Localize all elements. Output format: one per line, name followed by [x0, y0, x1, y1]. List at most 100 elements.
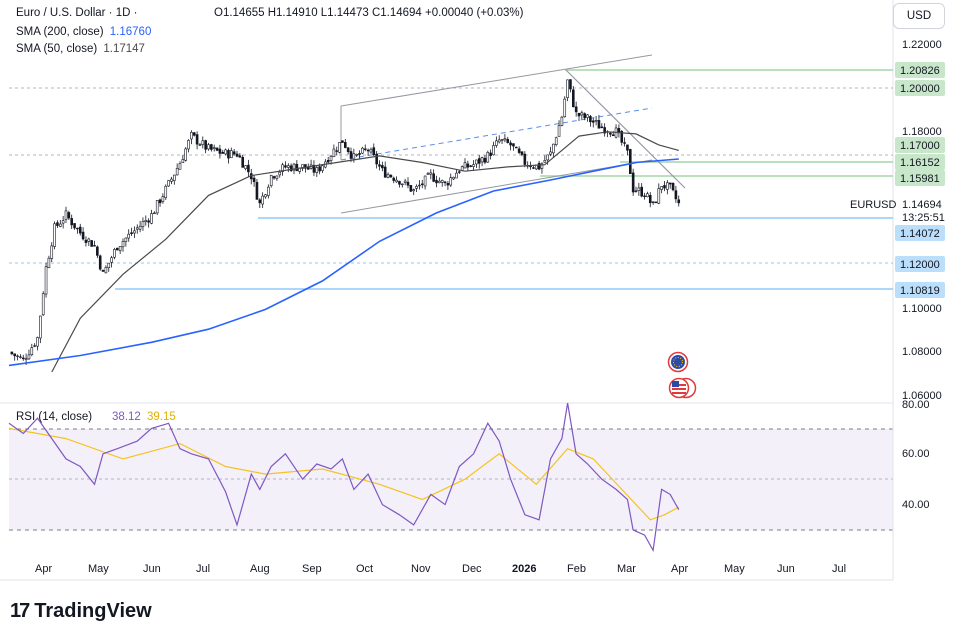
candle-body [469, 165, 473, 167]
candle-body [366, 149, 370, 152]
candle-body [517, 148, 521, 153]
channel-lower-line[interactable] [340, 159, 653, 214]
candle-body [187, 140, 190, 150]
sma-50-label: SMA (50, close) [16, 43, 98, 55]
time-tick-nov: Nov [411, 563, 431, 575]
candlestick-series [10, 79, 681, 366]
sma-200-legend[interactable]: SMA (200, close) 1.16760 [16, 26, 151, 38]
candle-body [275, 175, 279, 179]
candle-body [272, 176, 276, 179]
candle-body [403, 180, 407, 183]
us-event-marker[interactable] [668, 377, 697, 399]
candle-body [398, 180, 401, 185]
candle-body [76, 227, 79, 230]
candle-body [580, 112, 584, 116]
level-label-1-20826: 1.20826 [900, 65, 940, 77]
candle-body [58, 223, 62, 227]
candle-body [16, 355, 19, 358]
candle-body [540, 163, 544, 169]
candle-body [440, 180, 444, 183]
symbol-legend[interactable]: Euro / U.S. Dollar · 1D · [16, 7, 137, 19]
time-tick-apr: Apr [35, 563, 52, 575]
candle-body [98, 255, 102, 270]
candle-body [560, 116, 564, 126]
price-tick-1-22000: 1.22000 [902, 39, 942, 51]
candle-body [343, 142, 347, 148]
rsi-ma-value: 39.15 [147, 411, 176, 423]
candle-body [594, 120, 598, 122]
sma-50-line [51, 131, 679, 373]
sma-50-legend[interactable]: SMA (50, close) 1.17147 [16, 43, 145, 55]
candle-body [668, 182, 672, 185]
rsi-tick-80: 80.00 [902, 399, 930, 411]
time-tick-feb: Feb [567, 563, 586, 575]
candle-body [241, 156, 244, 168]
candle-body [44, 266, 48, 295]
candle-body [141, 221, 145, 227]
candle-body [235, 153, 239, 157]
candle-body [386, 174, 390, 178]
candle-body [84, 239, 88, 243]
symbol-title[interactable]: Euro / U.S. Dollar · 1D · [16, 7, 138, 19]
candle-body [552, 143, 555, 154]
candle-body [400, 183, 404, 186]
candle-body [190, 132, 193, 140]
candle-body [623, 142, 626, 144]
candle-body [583, 113, 587, 119]
time-tick-may: May [88, 563, 109, 575]
candle-body [577, 112, 581, 117]
candle-body [47, 257, 51, 268]
channel-mid-line[interactable] [340, 107, 653, 161]
candle-body [438, 180, 441, 184]
candle-body [127, 233, 130, 239]
candle-body [150, 213, 153, 224]
candle-body [135, 227, 139, 230]
eu-event-marker[interactable] [667, 351, 689, 373]
candle-body [78, 226, 82, 234]
level-price-labels: 1.20826 1.20000 1.17000 1.16152 1.15981 … [895, 62, 945, 298]
candle-body [167, 180, 170, 187]
candle-body [27, 354, 31, 360]
candle-body [238, 155, 242, 158]
candle-body [375, 153, 378, 165]
candle-body [472, 164, 475, 167]
candle-body [432, 173, 435, 182]
candle-body [124, 237, 128, 242]
symbol-price-label: EURUSD [850, 199, 897, 211]
descending-trendline[interactable] [565, 69, 686, 189]
candle-body [210, 144, 213, 150]
currency-button[interactable]: USD [893, 3, 945, 29]
candle-body [549, 151, 552, 155]
candle-body [426, 173, 430, 175]
candle-body [648, 195, 652, 204]
candle-body [286, 165, 290, 168]
tradingview-logo[interactable]: 17 TradingView [10, 600, 152, 623]
candle-body [406, 181, 410, 186]
candle-body [96, 246, 99, 256]
candle-body [563, 98, 567, 118]
price-axis[interactable]: 1.22000 1.18000 1.10000 1.08000 1.06000 [902, 39, 942, 402]
time-tick-jun: Jun [143, 563, 161, 575]
candle-body [244, 165, 247, 170]
rsi-tick-40: 40.00 [902, 499, 930, 511]
rsi-axis[interactable]: 80.00 60.00 40.00 [902, 399, 930, 511]
rsi-legend[interactable]: RSI (14, close) 38.12 39.15 [16, 411, 176, 423]
candle-body [452, 176, 455, 180]
candle-body [118, 246, 122, 251]
candle-body [73, 223, 76, 229]
sma-200-label: SMA (200, close) [16, 26, 104, 38]
candle-body [133, 230, 136, 234]
candle-body [158, 199, 162, 204]
candle-body [184, 148, 187, 161]
candle-body [227, 150, 230, 159]
candle-body [329, 155, 333, 161]
candle-body [138, 225, 142, 230]
candle-body [292, 163, 296, 171]
channel-upper-line[interactable] [340, 54, 653, 107]
candle-body [506, 139, 510, 143]
time-tick-oct: Oct [356, 563, 373, 575]
time-axis[interactable]: Apr May Jun Jul Aug Sep Oct Nov Dec 2026… [35, 563, 846, 575]
candle-body [677, 199, 681, 204]
time-tick-may-2026: May [724, 563, 745, 575]
